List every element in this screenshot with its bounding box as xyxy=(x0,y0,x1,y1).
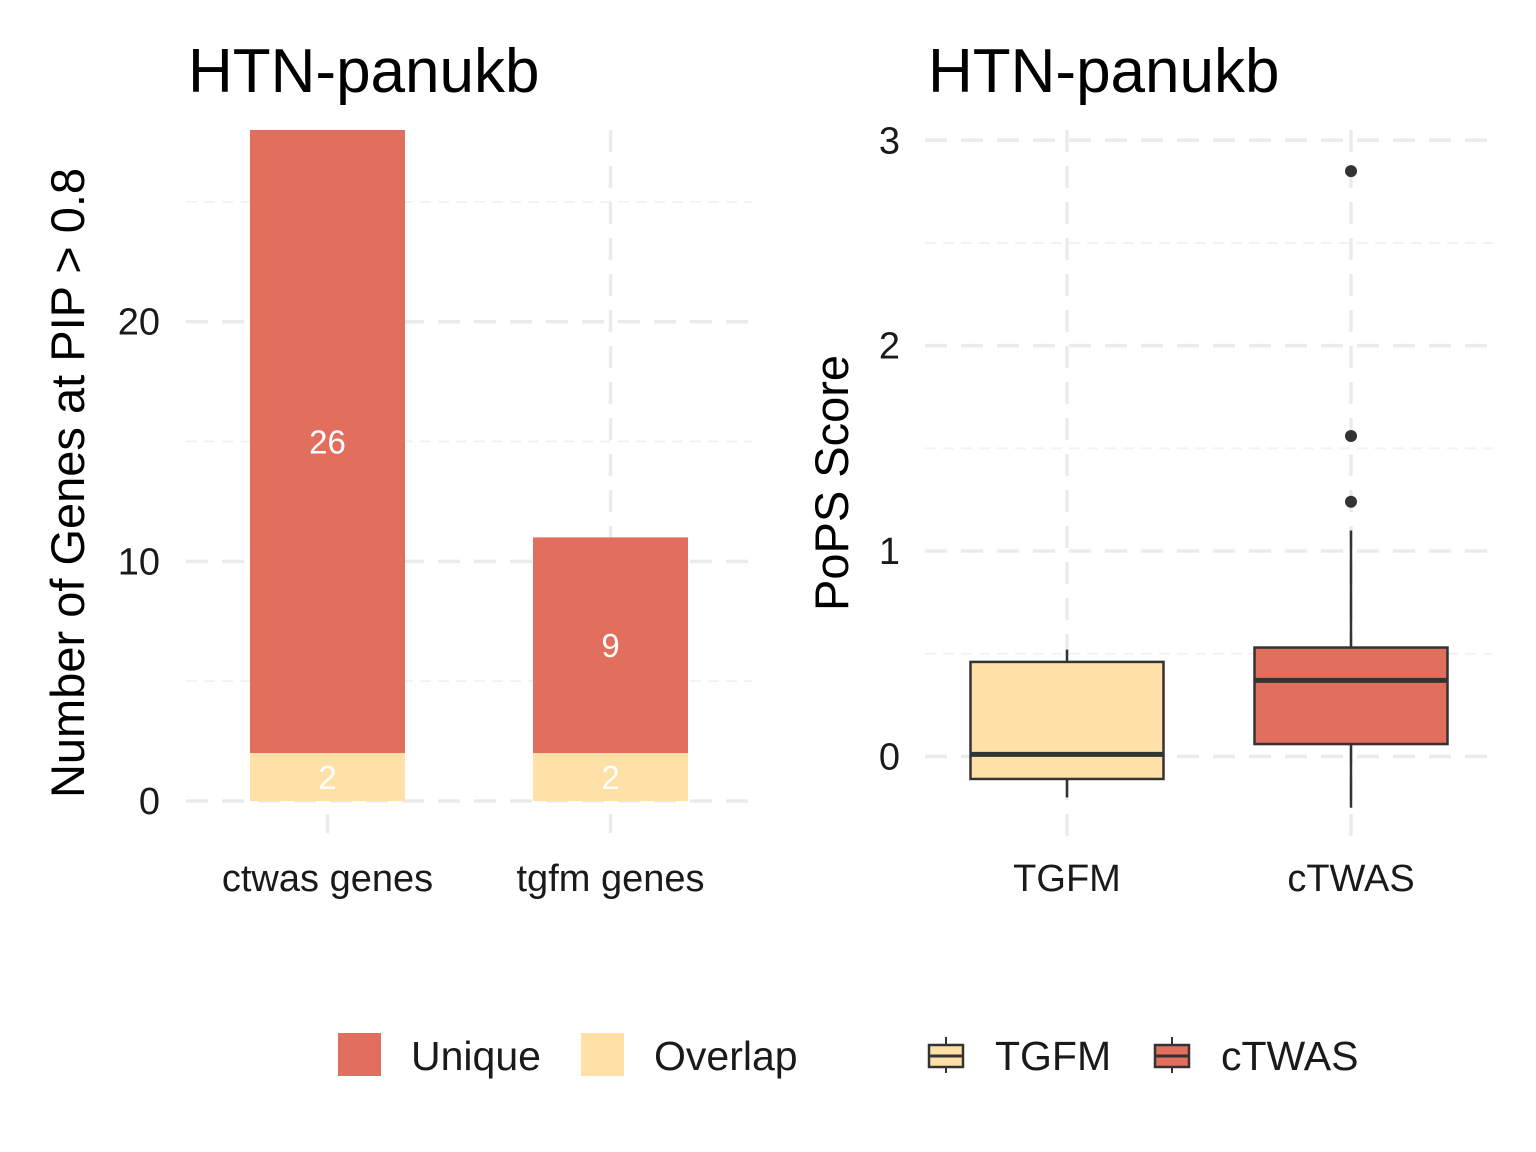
bar-value-label: 2 xyxy=(601,759,619,796)
box-x-tick-labels: TGFM cTWAS xyxy=(1013,858,1415,900)
legend-item-unique: Unique xyxy=(338,1033,541,1079)
bar-ctwas-genes-overlap xyxy=(250,753,405,801)
bar-panel: 2 26 2 9 0 10 20 ctwas genes tgfm genes HTN-pa… xyxy=(41,37,752,900)
legend-item-overlap: Overlap xyxy=(581,1033,798,1079)
legend-label: Overlap xyxy=(654,1033,798,1079)
bar-legend: Unique Overlap xyxy=(338,1033,798,1079)
outlier-point xyxy=(1345,430,1357,443)
box-chart-title: HTN-panukb xyxy=(928,37,1279,106)
box-y-axis-title: PoPS Score xyxy=(805,355,858,611)
bar-chart-title: HTN-panukb xyxy=(188,37,539,106)
bar-value-label: 9 xyxy=(601,627,619,664)
bar-x-tick-label: tgfm genes xyxy=(517,858,705,900)
bar-ctwas-genes-unique xyxy=(250,130,405,754)
box-marks xyxy=(969,165,1449,808)
bar-y-tick-label: 0 xyxy=(139,781,160,823)
legend-item-tgfm: TGFM xyxy=(927,1033,1111,1079)
box-y-tick-label: 0 xyxy=(879,736,900,778)
bar-tgfm-genes-overlap xyxy=(533,753,688,801)
bar-x-tick-labels: ctwas genes tgfm genes xyxy=(222,858,705,900)
box-iqr xyxy=(969,660,1165,781)
box-y-tick-label: 1 xyxy=(879,531,900,573)
bar-tgfm-genes-unique xyxy=(533,537,688,754)
legend-label: cTWAS xyxy=(1221,1033,1358,1079)
bar-y-tick-labels: 0 10 20 xyxy=(118,302,160,823)
box-x-tick-label: cTWAS xyxy=(1287,858,1414,900)
bar-y-axis-title: Number of Genes at PIP > 0.8 xyxy=(41,168,94,798)
bar-y-tick-label: 10 xyxy=(118,541,160,583)
box-x-tick-label: TGFM xyxy=(1013,858,1121,900)
legend-label: Unique xyxy=(411,1033,541,1079)
legend-label: TGFM xyxy=(995,1033,1111,1079)
box-legend: TGFM cTWAS xyxy=(927,1033,1358,1079)
box-y-tick-label: 3 xyxy=(879,120,900,162)
legend-item-ctwas: cTWAS xyxy=(1153,1033,1358,1079)
boxplot-tgfm xyxy=(969,649,1165,798)
boxplot-ctwas xyxy=(1253,165,1449,808)
bar-value-labels: 2 26 2 9 xyxy=(309,424,620,797)
box-iqr xyxy=(1253,646,1449,746)
box-y-tick-label: 2 xyxy=(879,326,900,368)
outlier-point xyxy=(1345,495,1357,508)
bar-value-label: 2 xyxy=(318,759,336,796)
box-y-tick-labels: 0 1 2 3 xyxy=(879,120,900,778)
bar-marks xyxy=(250,130,688,801)
bar-value-label: 26 xyxy=(309,424,346,461)
legend-swatch xyxy=(338,1033,381,1076)
outlier-point xyxy=(1345,165,1357,178)
box-panel: 0 1 2 3 TGFM cTWAS HTN-panukb PoPS Score xyxy=(805,37,1493,900)
bar-y-tick-label: 20 xyxy=(118,302,160,344)
bar-x-tick-label: ctwas genes xyxy=(222,858,433,900)
legend-swatch xyxy=(581,1033,624,1076)
